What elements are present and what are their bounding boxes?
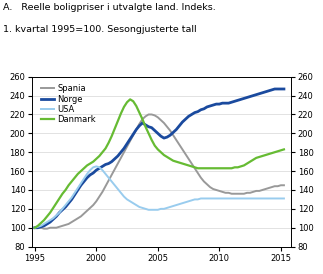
- Spania: [239, 192, 243, 195]
- Spania: [156, 116, 160, 119]
- USA: [230, 197, 234, 200]
- Danmark: [100, 151, 104, 154]
- Norge: [227, 101, 231, 105]
- Norge: [150, 126, 154, 129]
- Line: Spania: Spania: [35, 115, 284, 229]
- Spania: [147, 113, 151, 116]
- Danmark: [91, 160, 95, 163]
- Line: USA: USA: [35, 166, 284, 228]
- USA: [104, 172, 108, 176]
- Danmark: [128, 98, 132, 101]
- USA: [282, 197, 286, 200]
- Norge: [282, 87, 286, 91]
- Norge: [273, 87, 276, 91]
- Norge: [33, 226, 37, 229]
- Line: Danmark: Danmark: [35, 99, 284, 228]
- Norge: [100, 165, 104, 168]
- Spania: [42, 227, 46, 230]
- Norge: [233, 100, 237, 103]
- Legend: Spania, Norge, USA, Danmark: Spania, Norge, USA, Danmark: [39, 82, 98, 126]
- Text: 1. kvartal 1995=100. Sesongjusterte tall: 1. kvartal 1995=100. Sesongjusterte tall: [3, 25, 197, 34]
- Danmark: [104, 147, 108, 150]
- USA: [33, 226, 37, 229]
- USA: [153, 208, 157, 212]
- USA: [107, 176, 110, 179]
- Danmark: [33, 226, 37, 229]
- Spania: [104, 185, 108, 188]
- USA: [236, 197, 240, 200]
- Danmark: [282, 148, 286, 151]
- Spania: [94, 200, 98, 203]
- Spania: [107, 179, 110, 182]
- Norge: [104, 163, 108, 166]
- Line: Norge: Norge: [35, 89, 284, 228]
- Spania: [282, 184, 286, 187]
- Danmark: [236, 166, 240, 169]
- USA: [91, 166, 95, 169]
- Spania: [33, 226, 37, 229]
- Text: A.   Reelle boligpriser i utvalgte land. Indeks.: A. Reelle boligpriser i utvalgte land. I…: [3, 3, 216, 12]
- Spania: [233, 192, 237, 195]
- Danmark: [153, 144, 157, 147]
- Danmark: [230, 167, 234, 170]
- USA: [94, 165, 98, 168]
- Norge: [91, 171, 95, 175]
